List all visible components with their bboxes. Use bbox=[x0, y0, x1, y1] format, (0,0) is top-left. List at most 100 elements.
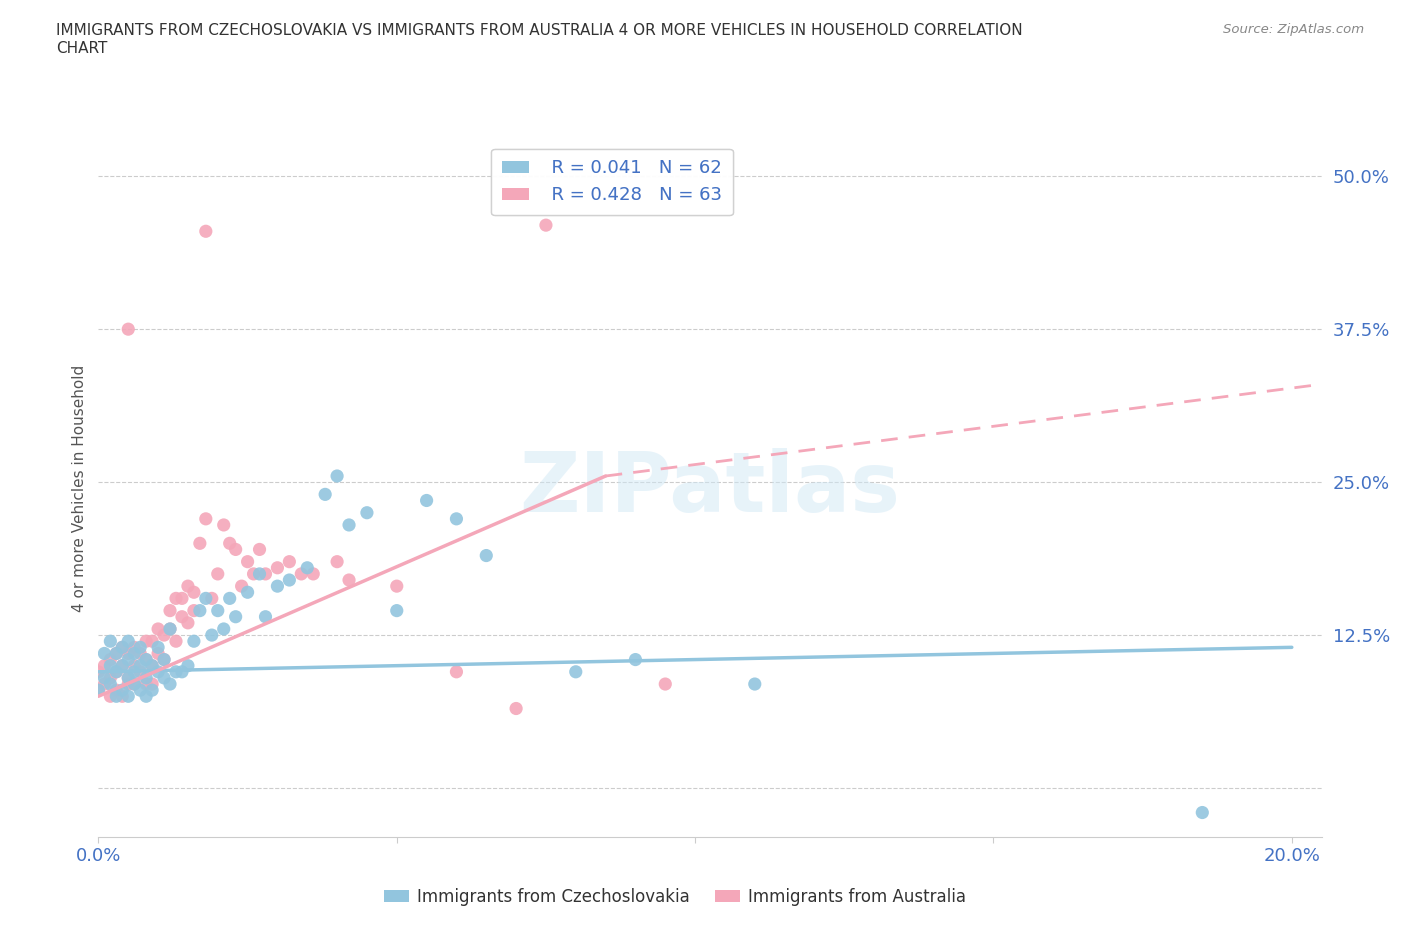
Point bbox=[165, 633, 187, 648]
Point bbox=[278, 573, 301, 588]
Point bbox=[207, 604, 229, 618]
Point bbox=[654, 677, 676, 692]
Point bbox=[146, 621, 169, 636]
Point bbox=[254, 566, 277, 581]
Point bbox=[141, 677, 163, 692]
Point bbox=[117, 671, 139, 685]
Point bbox=[475, 548, 498, 563]
Point bbox=[159, 604, 181, 618]
Point bbox=[111, 683, 134, 698]
Point bbox=[337, 517, 360, 532]
Point bbox=[129, 640, 152, 655]
Point bbox=[534, 218, 557, 232]
Point bbox=[212, 621, 235, 636]
Point bbox=[624, 652, 647, 667]
Point bbox=[141, 633, 163, 648]
Point bbox=[165, 664, 187, 679]
Point bbox=[122, 677, 145, 692]
Point bbox=[117, 633, 139, 648]
Point bbox=[105, 689, 128, 704]
Point bbox=[249, 566, 271, 581]
Point bbox=[177, 658, 200, 673]
Point bbox=[254, 609, 277, 624]
Legend: Immigrants from Czechoslovakia, Immigrants from Australia: Immigrants from Czechoslovakia, Immigran… bbox=[377, 881, 973, 912]
Point bbox=[385, 604, 408, 618]
Point bbox=[98, 671, 121, 685]
Point bbox=[141, 658, 163, 673]
Point bbox=[98, 633, 121, 648]
Point bbox=[165, 591, 187, 605]
Point bbox=[129, 646, 152, 661]
Y-axis label: 4 or more Vehicles in Household: 4 or more Vehicles in Household bbox=[72, 365, 87, 612]
Point bbox=[201, 628, 224, 643]
Point bbox=[212, 517, 235, 532]
Point bbox=[129, 664, 152, 679]
Point bbox=[188, 536, 211, 551]
Point bbox=[129, 658, 152, 673]
Point bbox=[98, 652, 121, 667]
Point bbox=[129, 683, 152, 698]
Point bbox=[98, 677, 121, 692]
Legend:   R = 0.041   N = 62,   R = 0.428   N = 63: R = 0.041 N = 62, R = 0.428 N = 63 bbox=[491, 149, 733, 215]
Point bbox=[105, 664, 128, 679]
Point bbox=[194, 591, 217, 605]
Point bbox=[356, 505, 378, 520]
Point bbox=[290, 566, 312, 581]
Point bbox=[135, 652, 157, 667]
Point bbox=[117, 671, 139, 685]
Point bbox=[218, 591, 240, 605]
Point bbox=[194, 512, 217, 526]
Point bbox=[297, 561, 319, 576]
Point bbox=[141, 658, 163, 673]
Point bbox=[122, 664, 145, 679]
Point bbox=[446, 664, 468, 679]
Point bbox=[122, 658, 145, 673]
Point bbox=[744, 677, 766, 692]
Point bbox=[249, 542, 271, 557]
Point bbox=[141, 683, 163, 698]
Point bbox=[385, 578, 408, 593]
Point bbox=[111, 658, 134, 673]
Text: Source: ZipAtlas.com: Source: ZipAtlas.com bbox=[1223, 23, 1364, 36]
Point bbox=[117, 689, 139, 704]
Point bbox=[122, 677, 145, 692]
Point bbox=[117, 677, 139, 692]
Point bbox=[111, 640, 134, 655]
Point bbox=[105, 646, 128, 661]
Point bbox=[122, 646, 145, 661]
Point bbox=[93, 658, 115, 673]
Point bbox=[218, 536, 240, 551]
Point bbox=[111, 640, 134, 655]
Point bbox=[177, 578, 200, 593]
Point bbox=[146, 664, 169, 679]
Point bbox=[415, 493, 437, 508]
Text: ZIPatlas: ZIPatlas bbox=[520, 447, 900, 529]
Point bbox=[93, 646, 115, 661]
Point bbox=[153, 671, 176, 685]
Point bbox=[278, 554, 301, 569]
Point bbox=[122, 640, 145, 655]
Point bbox=[446, 512, 468, 526]
Point bbox=[337, 573, 360, 588]
Point bbox=[236, 554, 259, 569]
Point bbox=[135, 689, 157, 704]
Point bbox=[98, 689, 121, 704]
Point bbox=[87, 683, 110, 698]
Point bbox=[146, 646, 169, 661]
Point bbox=[105, 664, 128, 679]
Point bbox=[135, 677, 157, 692]
Point bbox=[87, 683, 110, 698]
Point bbox=[105, 683, 128, 698]
Point bbox=[135, 652, 157, 667]
Point bbox=[159, 621, 181, 636]
Point bbox=[93, 671, 115, 685]
Point bbox=[1191, 805, 1213, 820]
Point bbox=[117, 646, 139, 661]
Point bbox=[314, 487, 336, 502]
Point bbox=[266, 578, 288, 593]
Point bbox=[117, 652, 139, 667]
Point bbox=[183, 604, 205, 618]
Point bbox=[201, 591, 224, 605]
Point bbox=[170, 591, 193, 605]
Point bbox=[153, 652, 176, 667]
